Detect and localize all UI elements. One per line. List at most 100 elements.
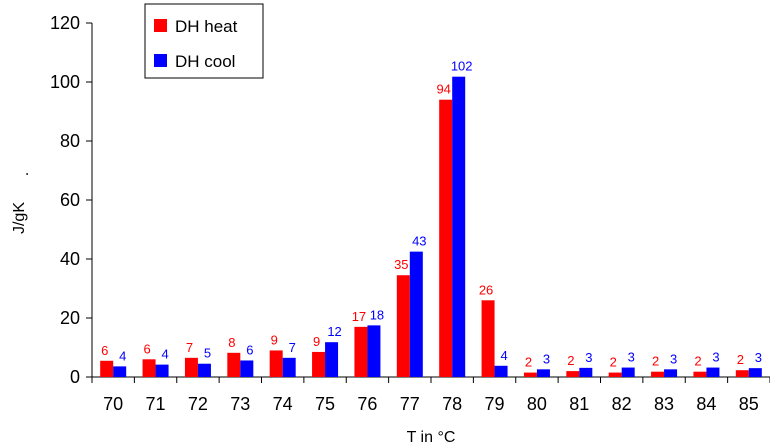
data-label-heat: 26: [479, 282, 493, 297]
bar-dh-heat: [693, 371, 707, 377]
x-tick-label: 84: [696, 394, 716, 414]
y-tick-label: 40: [60, 249, 80, 269]
x-tick-label: 71: [146, 394, 166, 414]
bar-dh-heat: [269, 350, 283, 377]
data-label-cool: 3: [712, 350, 719, 365]
data-label-heat: 2: [737, 352, 744, 367]
y-axis-title: J/gK: [11, 202, 28, 234]
data-label-heat: 6: [101, 343, 108, 358]
data-label-cool: 3: [755, 350, 762, 365]
bar-dh-cool: [748, 368, 762, 377]
data-label-cool: 102: [451, 59, 473, 74]
bar-dh-heat: [523, 372, 537, 377]
bar-dh-heat: [227, 352, 241, 377]
legend-swatch-cool: [154, 54, 167, 67]
bar-dh-cool: [282, 357, 296, 377]
bar-dh-heat: [184, 357, 198, 377]
y-tick-label: 20: [60, 308, 80, 328]
x-tick-label: 77: [400, 394, 420, 414]
x-tick-label: 75: [315, 394, 335, 414]
bar-dh-cool: [536, 369, 550, 377]
bar-dh-heat: [396, 275, 410, 377]
bar-dh-cool: [664, 369, 678, 377]
bar-dh-cool: [452, 76, 466, 377]
data-label-heat: 2: [694, 354, 701, 369]
data-label-heat: 8: [228, 335, 235, 350]
y-axis: 0 20 40 60 80 100 120: [50, 13, 92, 387]
legend-swatch-heat: [154, 19, 167, 32]
x-tick-label: 72: [188, 394, 208, 414]
data-label-cool: 18: [370, 307, 384, 322]
bar-dh-cool: [579, 367, 593, 377]
legend-label-heat: DH heat: [175, 17, 238, 36]
x-tick-label: 73: [230, 394, 250, 414]
data-label-cool: 3: [670, 351, 677, 366]
bar-dh-heat: [651, 371, 665, 377]
bar-dh-heat: [481, 300, 495, 377]
data-label-cool: 4: [161, 347, 168, 362]
bar-dh-heat: [608, 372, 622, 377]
bar-dh-cool: [409, 251, 423, 377]
data-label-heat: 35: [394, 257, 408, 272]
legend: DH heat DH cool: [144, 3, 264, 79]
data-label-heat: 6: [143, 341, 150, 356]
y-tick-label: 60: [60, 190, 80, 210]
bar-dh-heat: [439, 99, 453, 377]
data-label-cool: 12: [327, 324, 341, 339]
data-label-heat: 2: [567, 353, 574, 368]
bar-dh-cool: [325, 342, 339, 377]
data-label-heat: 2: [610, 355, 617, 370]
x-tick-label: 70: [103, 394, 123, 414]
data-label-heat: 2: [525, 355, 532, 370]
y-tick-label: 80: [60, 131, 80, 151]
data-label-cool: 3: [585, 350, 592, 365]
x-tick-label: 78: [442, 394, 462, 414]
data-label-heat: 94: [436, 82, 450, 97]
x-tick-label: 83: [654, 394, 674, 414]
bar-dh-heat: [735, 370, 749, 377]
bar-dh-cool: [367, 325, 381, 377]
y-axis-title-suffix: .: [15, 172, 32, 176]
y-tick-label: 100: [50, 72, 80, 92]
bar-dh-cool: [706, 367, 720, 377]
x-tick-label: 76: [357, 394, 377, 414]
bar-dh-cool: [197, 363, 211, 377]
data-label-heat: 9: [313, 334, 320, 349]
data-label-heat: 17: [352, 309, 366, 324]
bar-dh-heat: [354, 326, 368, 377]
bar-dh-cool: [113, 366, 127, 377]
data-label-cool: 5: [204, 346, 211, 361]
x-tick-label: 80: [527, 394, 547, 414]
x-tick-label: 81: [569, 394, 589, 414]
x-tick-label: 79: [485, 394, 505, 414]
x-tick-label: 85: [739, 394, 759, 414]
bar-dh-heat: [566, 371, 580, 377]
x-tick-label: 82: [612, 394, 632, 414]
data-label-cool: 4: [119, 348, 126, 363]
bar-dh-cool: [621, 367, 635, 377]
data-label-cool: 7: [289, 340, 296, 355]
data-label-cool: 3: [628, 350, 635, 365]
bar-dh-cool: [494, 365, 508, 377]
bar-dh-heat: [312, 351, 326, 377]
bar-dh-heat: [100, 360, 114, 377]
data-label-heat: 7: [186, 340, 193, 355]
data-label-cool: 3: [543, 351, 550, 366]
x-axis-title: T in °C: [407, 429, 456, 446]
x-axis: 70 71 72 73 74 75 76 77 78 79 80 81 82 83 84 85: [91, 377, 770, 414]
bars-group: [100, 76, 762, 377]
bar-dh-cool: [155, 364, 169, 377]
bar-dh-cool: [240, 360, 254, 377]
data-label-cool: 4: [500, 348, 507, 363]
data-label-heat: 9: [271, 332, 278, 347]
data-label-cool: 43: [412, 234, 426, 249]
legend-label-cool: DH cool: [175, 52, 235, 71]
data-label-cool: 6: [246, 342, 253, 357]
x-tick-label: 74: [273, 394, 293, 414]
data-label-heat: 2: [652, 354, 659, 369]
y-tick-label: 0: [70, 367, 80, 387]
bar-dh-heat: [142, 359, 156, 377]
y-tick-label: 120: [50, 13, 80, 33]
